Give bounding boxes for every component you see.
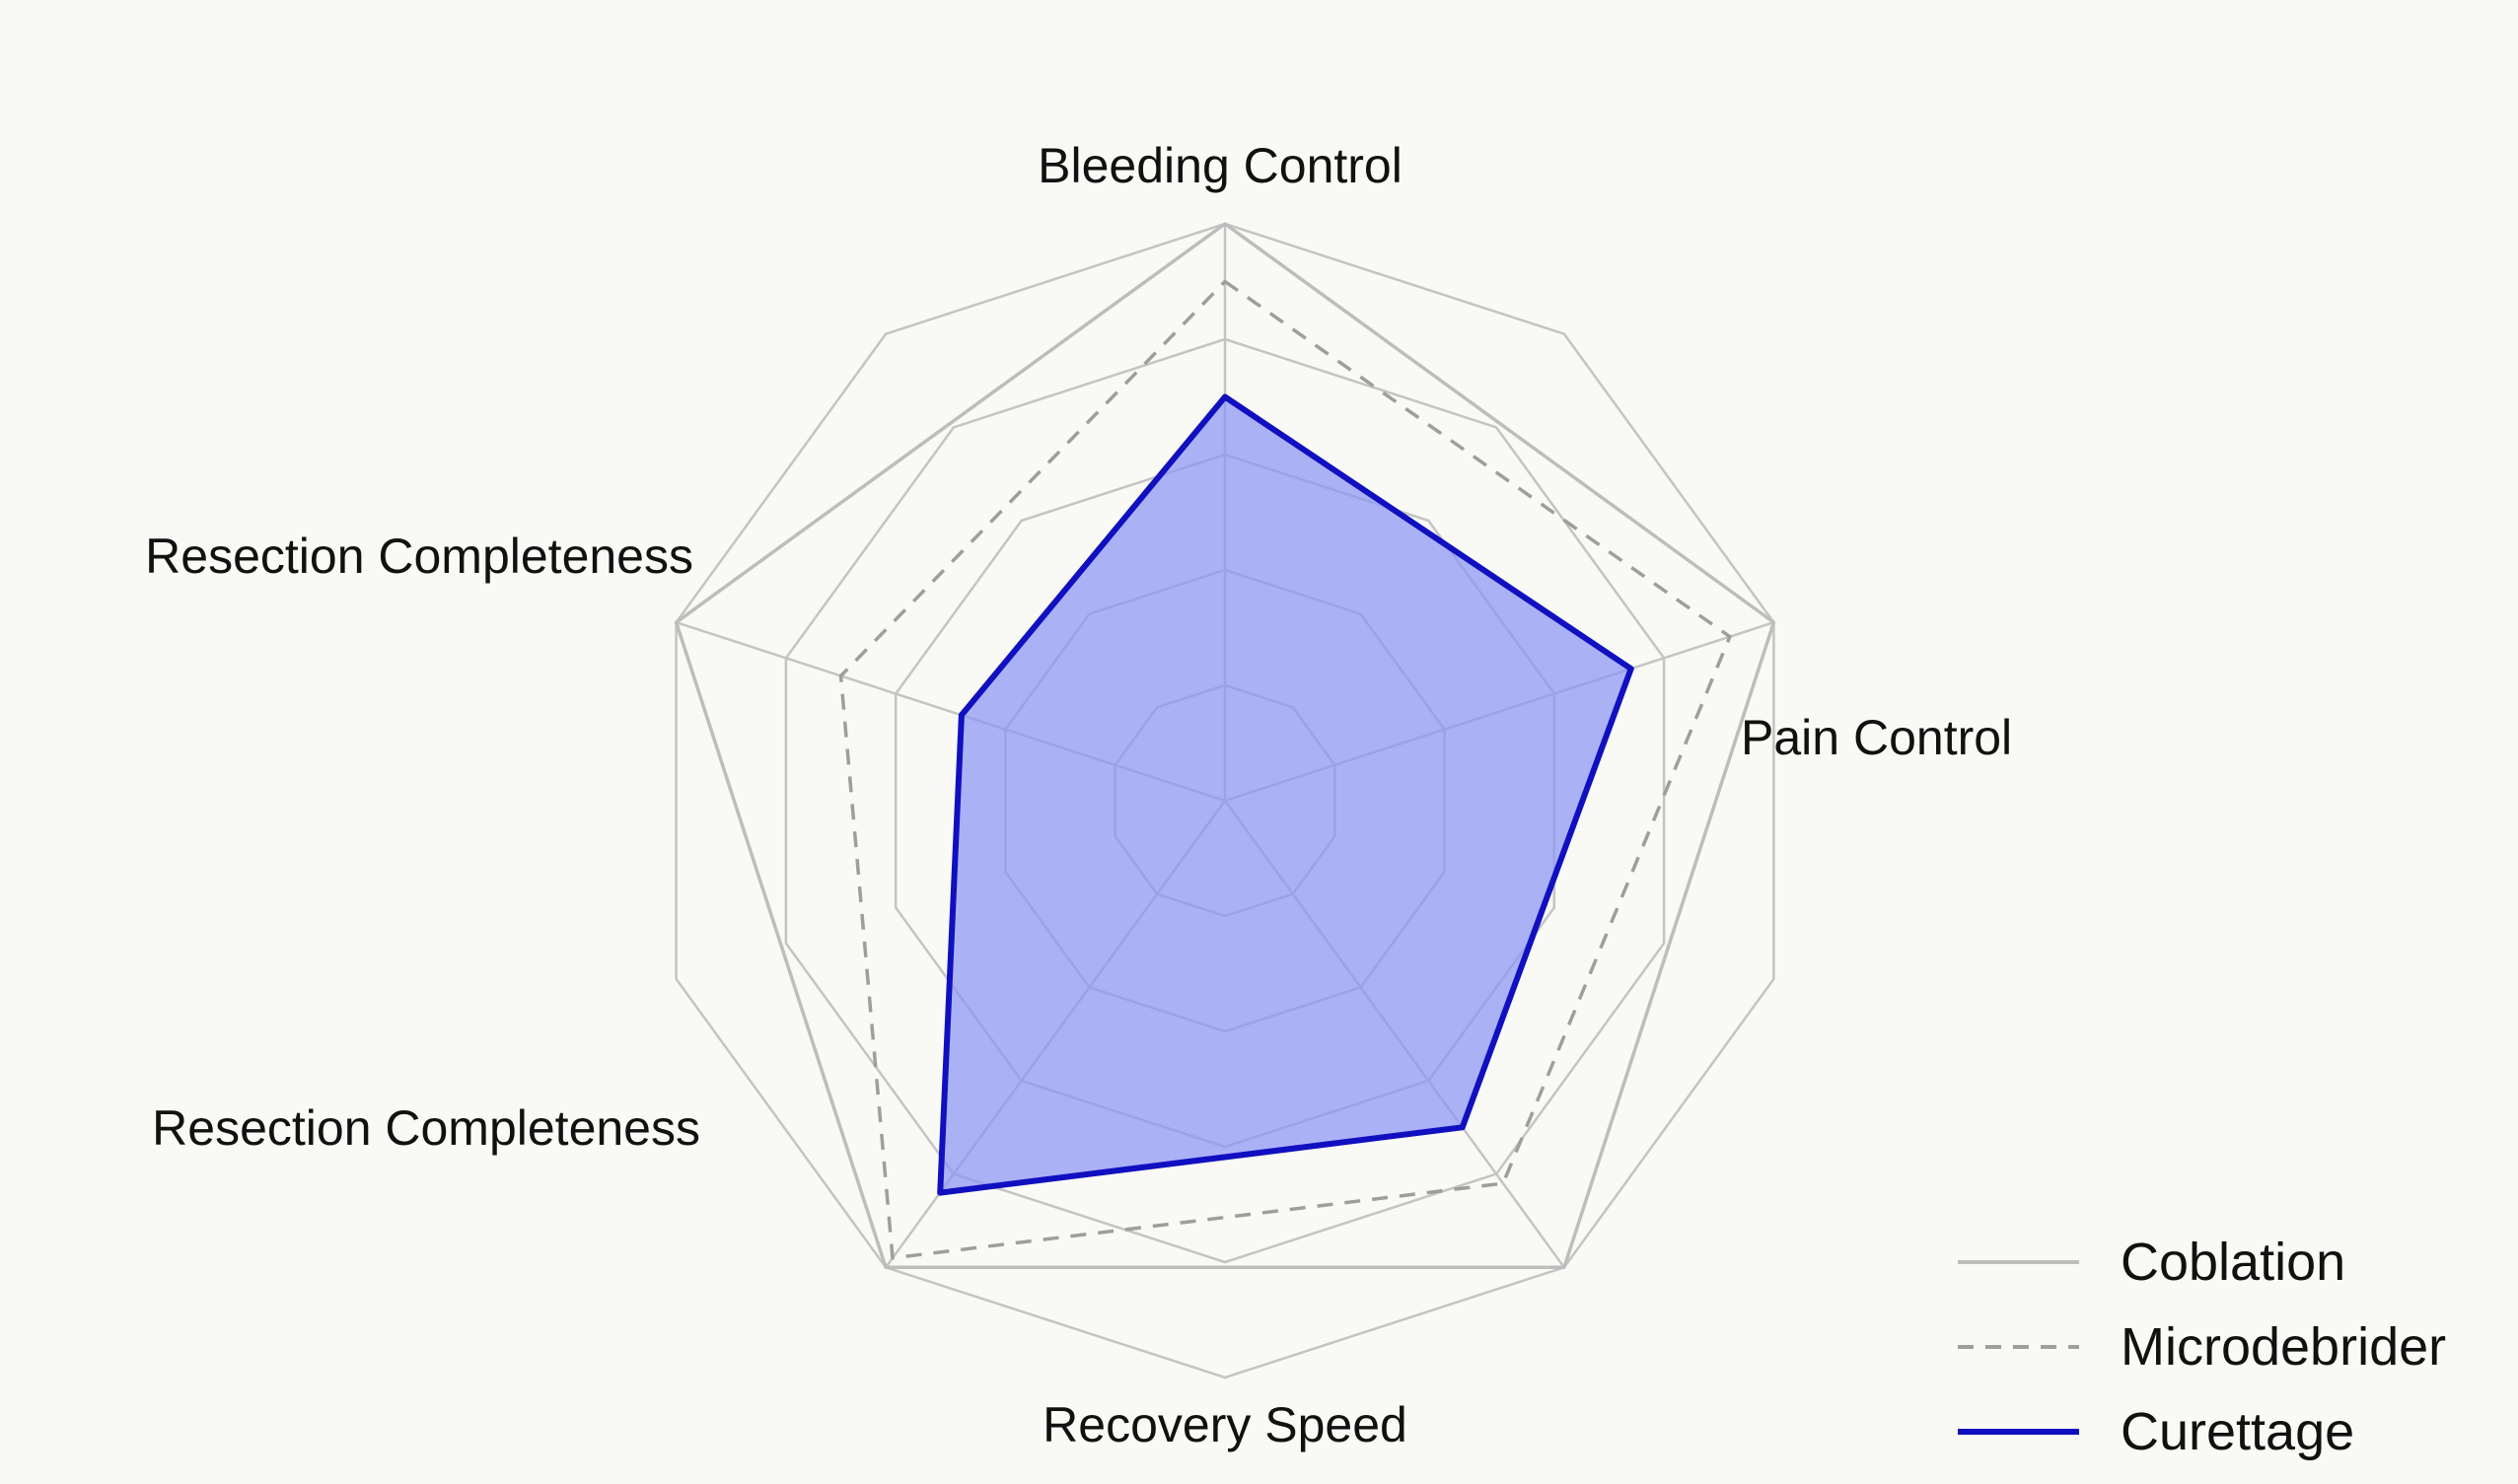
legend-item-microdebrider: Microdebrider xyxy=(1958,1317,2446,1377)
series-layer xyxy=(674,222,1776,1270)
grid-ring-4 xyxy=(784,337,1666,1264)
series-coblation xyxy=(674,222,1776,1270)
axis-label-pain-control: Pain Control xyxy=(1741,710,2012,765)
series-microdebrider xyxy=(838,279,1732,1260)
legend: Coblation Microdebrider Curettage xyxy=(1958,1233,2446,1461)
axis-label-bleeding-control: Bleeding Control xyxy=(1038,138,1403,193)
legend-item-curettage: Curettage xyxy=(1958,1402,2354,1461)
legend-item-coblation: Coblation xyxy=(1958,1233,2345,1292)
legend-label-coblation: Coblation xyxy=(2121,1233,2345,1292)
legend-label-microdebrider: Microdebrider xyxy=(2121,1317,2446,1377)
legend-label-curettage: Curettage xyxy=(2121,1402,2354,1461)
series-curettage xyxy=(937,393,1634,1196)
axis-label-resection-completeness-lower: Resection Completeness xyxy=(152,1100,700,1156)
axis-label-recovery-speed: Recovery Speed xyxy=(1043,1397,1407,1452)
axis-label-resection-completeness-upper: Resection Completeness xyxy=(145,529,693,584)
grid-ring-5 xyxy=(675,222,1775,1379)
